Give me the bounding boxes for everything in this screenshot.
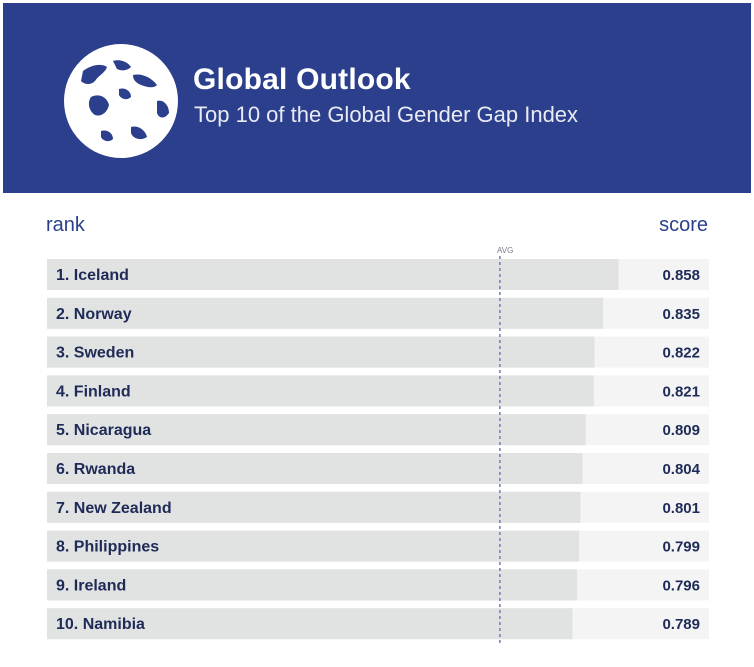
bar <box>47 453 583 484</box>
header-banner: Global Outlook Top 10 of the Global Gend… <box>3 3 751 193</box>
bar <box>47 530 580 562</box>
category-label: 2. Norway <box>56 306 132 323</box>
bar <box>47 569 578 601</box>
value-label: 0.799 <box>662 539 700 556</box>
category-label: 1. Iceland <box>56 267 129 284</box>
value-label: 0.822 <box>662 345 700 362</box>
category-label: 4. Finland <box>56 383 131 400</box>
category-label: 9. Ireland <box>56 577 126 594</box>
value-label: 0.809 <box>662 422 700 439</box>
bar <box>47 259 619 290</box>
category-label: 5. Nicaragua <box>56 422 151 439</box>
value-label: 0.801 <box>662 500 700 517</box>
score-column-label: score <box>659 214 708 236</box>
category-label: 8. Philippines <box>56 539 159 556</box>
category-label: 3. Sweden <box>56 345 134 362</box>
value-label: 0.821 <box>662 383 700 400</box>
bar <box>47 491 581 523</box>
value-label: 0.796 <box>662 577 700 594</box>
category-label: 6. Rwanda <box>56 461 135 478</box>
value-label: 0.789 <box>662 616 700 633</box>
bar <box>47 375 594 407</box>
category-label: 7. New Zealand <box>56 500 172 517</box>
bar <box>47 608 573 640</box>
page-subtitle: Top 10 of the Global Gender Gap Index <box>194 102 579 127</box>
globe-icon <box>64 44 178 158</box>
bar <box>47 297 604 329</box>
value-label: 0.804 <box>662 461 700 478</box>
page-title: Global Outlook <box>193 63 411 96</box>
category-label: 10. Namibia <box>56 616 145 633</box>
value-label: 0.835 <box>662 306 700 323</box>
rank-column-label: rank <box>46 214 85 236</box>
value-label: 0.858 <box>662 267 700 284</box>
bar <box>47 414 586 446</box>
avg-marker-label: AVG <box>497 246 514 255</box>
bar <box>47 336 595 368</box>
